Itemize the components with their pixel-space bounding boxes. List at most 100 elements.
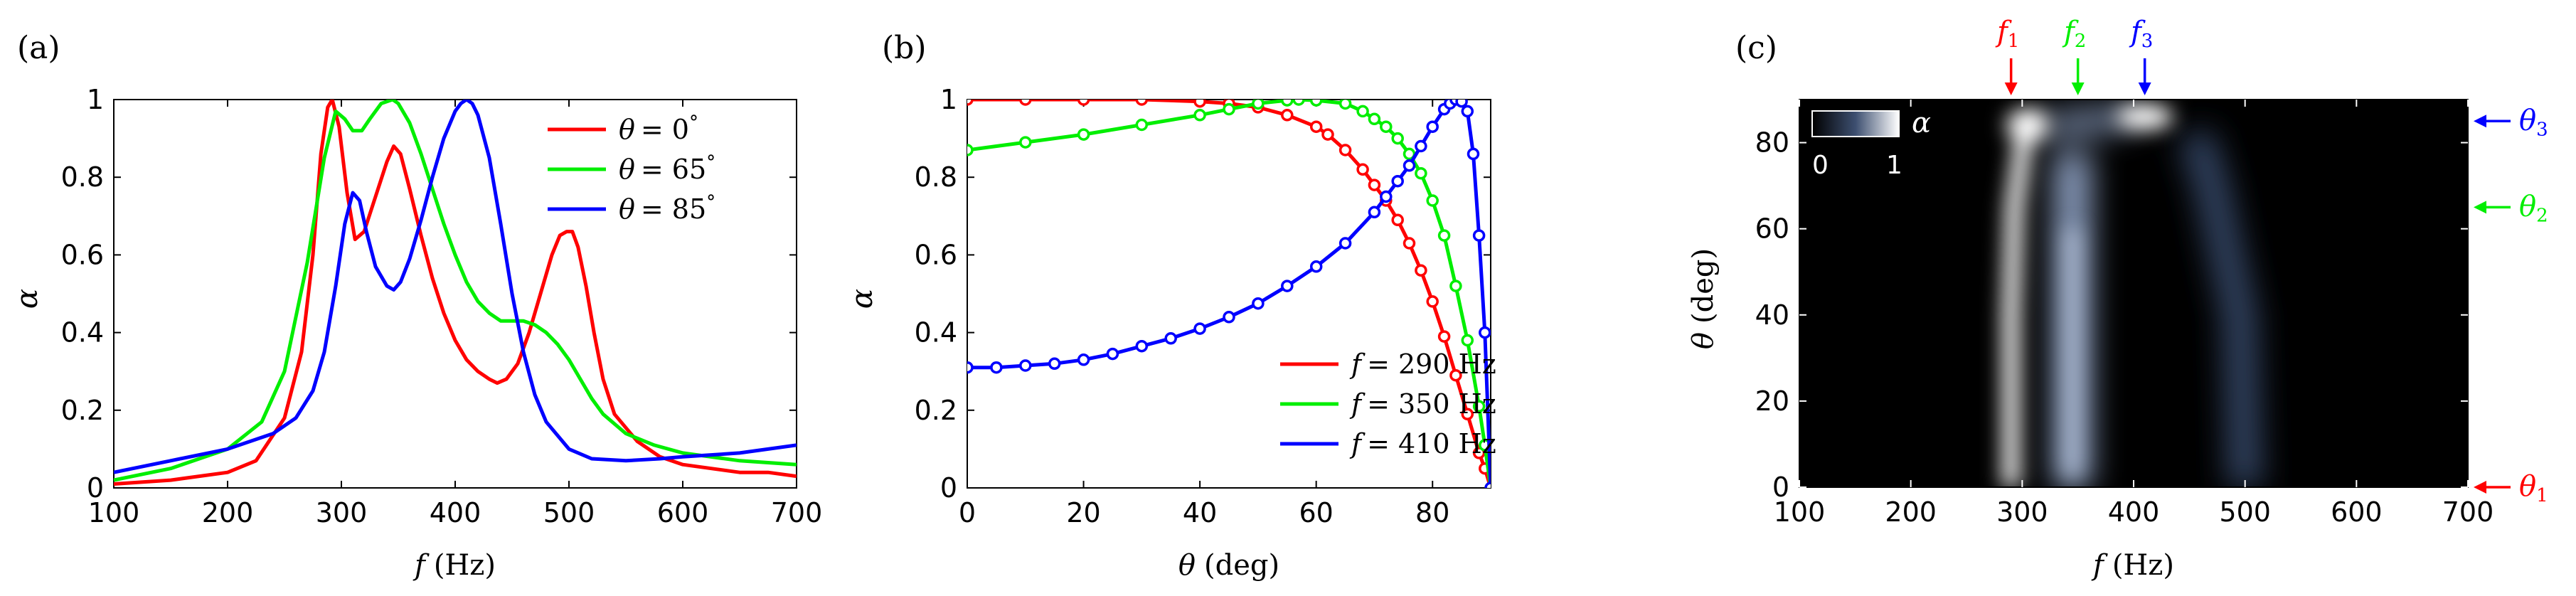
legend-entry-2: f = 410 Hz xyxy=(1349,428,1496,459)
legend-eq: = 290 Hz xyxy=(1367,348,1496,380)
series-line-2 xyxy=(114,100,797,474)
series-marker-0 xyxy=(967,100,974,106)
y-tick-label: 20 xyxy=(1755,385,1789,417)
series-marker-2 xyxy=(1281,280,1294,292)
series-marker-2 xyxy=(1461,105,1474,118)
series-marker-1 xyxy=(1415,166,1427,180)
series-marker-2 xyxy=(1368,206,1381,219)
series-marker-0 xyxy=(1426,295,1439,308)
heatmap-background xyxy=(1799,100,2468,487)
x-axis-label-var: f xyxy=(2091,549,2108,582)
y-tick-label: 1 xyxy=(87,84,104,115)
ridge-3 xyxy=(2179,129,2262,487)
series-marker-1 xyxy=(1449,280,1462,292)
legend-var: θ xyxy=(619,114,635,145)
colorbar-min: 0 xyxy=(1812,151,1829,180)
legend-eq: = 85 xyxy=(641,193,706,225)
series-marker-1 xyxy=(1252,100,1265,110)
colorbar xyxy=(1811,110,1900,137)
series-marker-0 xyxy=(1449,368,1462,382)
series-line-0 xyxy=(967,100,1491,488)
top-marker-arrowhead-1 xyxy=(2071,83,2085,95)
series-marker-2 xyxy=(1455,100,1468,108)
y-tick-label: 0.6 xyxy=(915,239,957,270)
grazing-peak xyxy=(2116,104,2173,130)
series-marker-1 xyxy=(1077,128,1090,141)
right-marker-var: θ xyxy=(2519,104,2536,137)
legend-eq: = 0 xyxy=(641,114,689,145)
series-marker-2 xyxy=(1309,260,1323,273)
series-marker-0 xyxy=(1338,144,1352,156)
series-marker-2 xyxy=(1415,139,1427,153)
series-marker-1 xyxy=(1472,400,1486,413)
legend-entry-0: θ = 0° xyxy=(619,112,698,145)
legend-eq: = 65 xyxy=(641,154,706,185)
y-tick-label: 40 xyxy=(1755,299,1789,331)
x-tick-label: 200 xyxy=(1885,496,1937,528)
heatmap-glow-group xyxy=(2002,104,2262,487)
x-tick-label: 0 xyxy=(959,497,976,528)
right-marker-label-1: θ2 xyxy=(2519,190,2548,226)
colorbar-label: α xyxy=(1912,107,1931,139)
series-marker-0 xyxy=(1403,237,1416,250)
series-marker-2 xyxy=(1391,174,1404,188)
series-marker-0 xyxy=(1391,213,1404,227)
right-marker-arrowhead-1 xyxy=(2474,201,2486,214)
x-tick-label: 500 xyxy=(2219,496,2271,528)
series-marker-0 xyxy=(1368,179,1381,191)
x-axis-label: f (Hz) xyxy=(413,549,496,582)
y-tick-label: 0 xyxy=(940,472,957,504)
top-marker-arrowhead-2 xyxy=(2138,83,2151,95)
x-tick-label: 600 xyxy=(657,497,709,528)
legend-var: θ xyxy=(619,193,635,225)
legend-entry-1: θ = 65° xyxy=(619,152,715,185)
legend-entry-2: θ = 85° xyxy=(619,192,715,225)
x-axis-label: f (Hz) xyxy=(2091,549,2174,582)
panel-label-c: (c) xyxy=(1735,30,1777,66)
series-group xyxy=(967,100,1491,488)
legend-entry-0: f = 290 Hz xyxy=(1349,348,1496,380)
y-tick-label: 0.2 xyxy=(61,395,104,426)
top-marker-label-2: f3 xyxy=(2129,16,2153,52)
top-marker-label-0: f1 xyxy=(1995,16,2019,52)
series-group xyxy=(114,100,797,486)
series-marker-0 xyxy=(1309,120,1323,133)
series-marker-0 xyxy=(1461,408,1474,421)
x-tick-label: 40 xyxy=(1183,497,1217,528)
legend-deg: ° xyxy=(706,152,715,174)
series-marker-2 xyxy=(1135,339,1149,353)
y-axis-unit: (deg) xyxy=(1687,248,1720,324)
right-marker-var: θ xyxy=(2519,470,2536,503)
series-marker-2 xyxy=(1472,229,1486,242)
legend-eq: = 350 Hz xyxy=(1367,388,1496,420)
top-marker-sub: 1 xyxy=(2008,31,2020,52)
series-marker-0 xyxy=(1356,163,1369,176)
series-marker-0 xyxy=(1472,447,1486,459)
series-marker-0 xyxy=(1415,264,1427,277)
legend-var: f xyxy=(1349,428,1366,459)
top-marker-arrowhead-0 xyxy=(2004,83,2018,95)
series-marker-1 xyxy=(1368,112,1381,126)
series-marker-2 xyxy=(1338,237,1352,250)
right-marker-label-0: θ3 xyxy=(2519,104,2548,140)
legend-var: f xyxy=(1349,348,1366,380)
legend-entry-1: f = 350 Hz xyxy=(1349,388,1496,420)
y-tick-label: 0 xyxy=(87,472,104,504)
y-tick-label: 0.2 xyxy=(915,395,957,426)
series-marker-2 xyxy=(1252,297,1265,310)
x-tick-label: 300 xyxy=(316,497,368,528)
top-marker-label-1: f2 xyxy=(2062,16,2086,52)
legend-eq: = 410 Hz xyxy=(1367,428,1496,459)
right-marker-label-2: θ1 xyxy=(2519,470,2548,506)
series-marker-1 xyxy=(1309,100,1323,107)
x-tick-label: 60 xyxy=(1299,497,1333,528)
panel-label-b: (b) xyxy=(882,30,927,66)
x-tick-label: 20 xyxy=(1066,497,1100,528)
series-marker-1 xyxy=(1281,100,1294,107)
y-axis-label: α xyxy=(9,289,44,309)
series-marker-0 xyxy=(1077,100,1090,106)
x-axis-label-unit: (Hz) xyxy=(434,549,496,582)
series-marker-2 xyxy=(990,361,1003,374)
